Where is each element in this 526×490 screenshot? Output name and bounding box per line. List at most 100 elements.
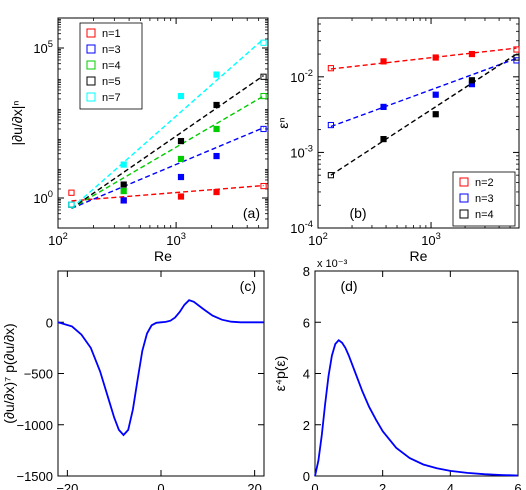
x-tick-label: 103 — [166, 231, 186, 248]
legend-box — [452, 171, 516, 227]
data-point — [432, 111, 439, 118]
plot-frame — [314, 270, 519, 477]
y-tick-label: 2 — [303, 418, 310, 433]
x-tick-label: −20 — [56, 481, 78, 490]
y-tick-label: 6 — [303, 315, 310, 330]
data-point — [177, 137, 185, 145]
data-point — [213, 125, 220, 133]
y-axis-multiplier: x 10⁻³ — [317, 258, 348, 270]
x-tick-label: 20 — [247, 481, 261, 490]
legend-marker — [459, 177, 469, 187]
data-point — [120, 161, 127, 168]
data-point — [327, 172, 334, 179]
y-tick-label: 8 — [303, 264, 310, 279]
data-point — [213, 101, 220, 109]
x-tick-label: 0 — [157, 481, 164, 490]
x-axis-label: Re — [410, 248, 428, 264]
panel-1: 102 103 100 105 Re |∂u/∂x|ⁿ (a) n=1 n=3 n=4 n=5 n=7 — [9, 17, 269, 264]
y-axis-label: |∂u/∂x|ⁿ — [9, 101, 25, 146]
data-point — [177, 92, 185, 100]
data-point — [327, 65, 334, 72]
x-tick-label: 0 — [311, 481, 318, 490]
data-point — [120, 187, 127, 195]
panel-tag: (d) — [340, 278, 357, 294]
x-tick-label: 6 — [514, 481, 521, 490]
data-point — [177, 173, 185, 181]
x-tick-label: 102 — [308, 231, 328, 248]
data-point — [213, 152, 220, 160]
data-point — [260, 125, 267, 133]
data-point — [432, 91, 439, 98]
data-point — [260, 182, 267, 190]
legend-label: n=1 — [102, 28, 121, 40]
data-point — [213, 71, 220, 78]
data-point — [432, 54, 439, 61]
plot-frame — [57, 17, 269, 229]
legend-marker — [86, 92, 96, 102]
legend-label: n=3 — [475, 193, 494, 205]
legend-label: n=2 — [475, 177, 494, 189]
legend-marker — [459, 209, 469, 219]
fit-line-n=5 — [71, 75, 264, 209]
fit-line-n=3 — [330, 57, 517, 128]
x-tick-label: 4 — [447, 481, 454, 490]
data-point — [177, 193, 185, 200]
panel-2: 102 103 10-4 10-3 10-2 Re εⁿ (b) n=2 n=3 n=4 — [275, 17, 520, 264]
data-point — [260, 73, 267, 80]
panel-tag: (c) — [240, 278, 256, 294]
y-axis-label: εⁿ — [275, 117, 291, 128]
legend-marker — [86, 60, 96, 70]
panel-tag: (b) — [349, 205, 366, 221]
data-point — [68, 201, 75, 208]
data-point — [260, 39, 267, 46]
curve — [314, 338, 519, 477]
data-point — [120, 197, 127, 204]
y-tick-label: 0 — [303, 469, 310, 484]
data-point — [380, 135, 387, 143]
x-tick-label: 103 — [421, 231, 441, 248]
legend-label: n=4 — [102, 60, 121, 72]
y-tick-label: 10-3 — [290, 144, 313, 161]
legend-label: n=5 — [102, 76, 121, 88]
legend-marker — [459, 193, 469, 203]
x-tick-label: 102 — [48, 231, 68, 248]
y-axis-label: (∂u/∂x)⁷ p(∂u/∂x) — [1, 323, 17, 423]
fit-line-n=4 — [71, 95, 264, 210]
data-point — [513, 54, 520, 61]
data-point — [468, 50, 476, 58]
fit-line-n=1 — [71, 184, 264, 202]
data-point — [68, 189, 75, 196]
y-tick-label: 4 — [303, 367, 310, 382]
data-point — [177, 155, 185, 163]
data-point — [380, 103, 387, 111]
legend-marker — [86, 44, 96, 54]
fit-line-n=7 — [70, 38, 265, 209]
data-point — [380, 58, 387, 65]
data-point — [260, 92, 267, 100]
y-tick-label: −1000 — [16, 418, 53, 433]
panel-tag: (a) — [243, 205, 260, 221]
x-tick-label: 2 — [379, 481, 386, 490]
y-tick-label: −500 — [24, 367, 53, 382]
x-axis-label: Re — [154, 248, 172, 264]
fit-line-n=3 — [71, 127, 264, 210]
curve — [57, 299, 264, 437]
y-tick-label: 10-2 — [290, 68, 313, 85]
legend-marker — [86, 76, 96, 86]
panel-4: 024602468εε⁴p(ε)x 10⁻³(d) — [272, 258, 522, 490]
data-point — [120, 181, 127, 188]
y-tick-label: −1500 — [16, 469, 53, 484]
legend-marker — [86, 28, 96, 38]
y-tick-label: 100 — [33, 189, 53, 206]
legend-label: n=7 — [102, 92, 121, 104]
plot-frame — [317, 17, 520, 229]
fit-line-n=4 — [330, 53, 517, 176]
plot-frame — [57, 270, 265, 477]
legend: n=2 n=3 n=4 — [452, 171, 516, 227]
data-point — [513, 46, 520, 53]
data-point — [327, 121, 334, 129]
legend-label: n=4 — [475, 209, 494, 221]
fit-line-n=2 — [330, 47, 517, 70]
